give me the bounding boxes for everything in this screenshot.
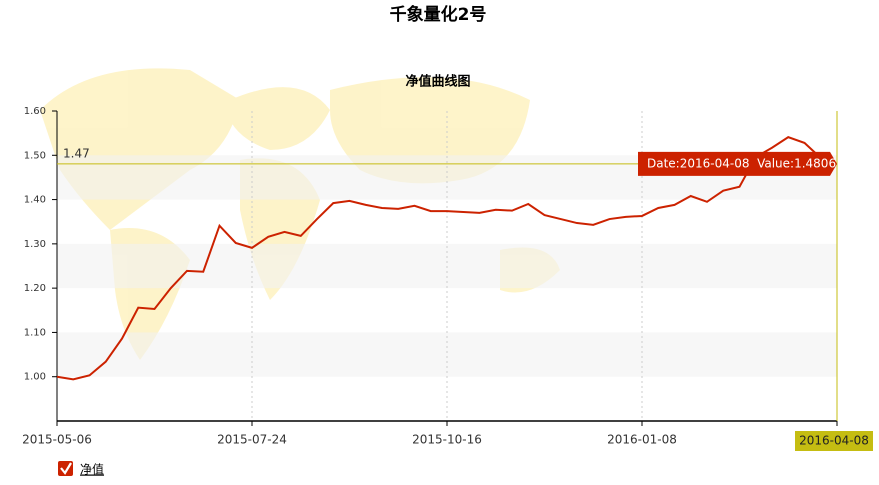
x-tick-label: 2015-10-16	[412, 433, 482, 447]
legend-check	[60, 462, 72, 475]
x-tick-label: 2016-01-08	[607, 433, 677, 447]
band	[57, 332, 837, 377]
y-tick-label: 1.20	[24, 283, 46, 294]
grid: 1.00 1.10 1.20 1.30 1.40 1.50 1.60 2015-05-06 20…	[22, 106, 873, 451]
plot: 1.47 Date:2016-04-08 Value:1.4806	[56, 111, 838, 421]
chart-title: 千象量化2号	[390, 4, 487, 25]
line-series	[56, 136, 838, 381]
crosshair-label: 1.47	[63, 146, 90, 160]
tooltip-box	[638, 151, 837, 176]
x-tick-label: 2016-04-08	[799, 434, 869, 448]
y-tick-label: 1.00	[24, 372, 46, 383]
tooltip-text: Date:2016-04-08 Value:1.4806	[647, 156, 836, 170]
x-tick-label: 2015-07-24	[217, 433, 287, 447]
legend-label[interactable]: 净值	[80, 462, 104, 477]
y-tick-label: 1.40	[24, 195, 46, 206]
y-tick-label: 1.50	[24, 150, 46, 161]
world-map-background	[40, 68, 560, 360]
y-tick-label: 1.60	[24, 106, 46, 117]
x-tick-label: 2015-05-06	[22, 433, 92, 447]
y-tick-label: 1.10	[24, 327, 46, 338]
chart-subtitle: 净值曲线图	[405, 74, 470, 90]
y-tick-label: 1.30	[24, 239, 46, 250]
crosshair-x-label-box	[795, 431, 873, 451]
